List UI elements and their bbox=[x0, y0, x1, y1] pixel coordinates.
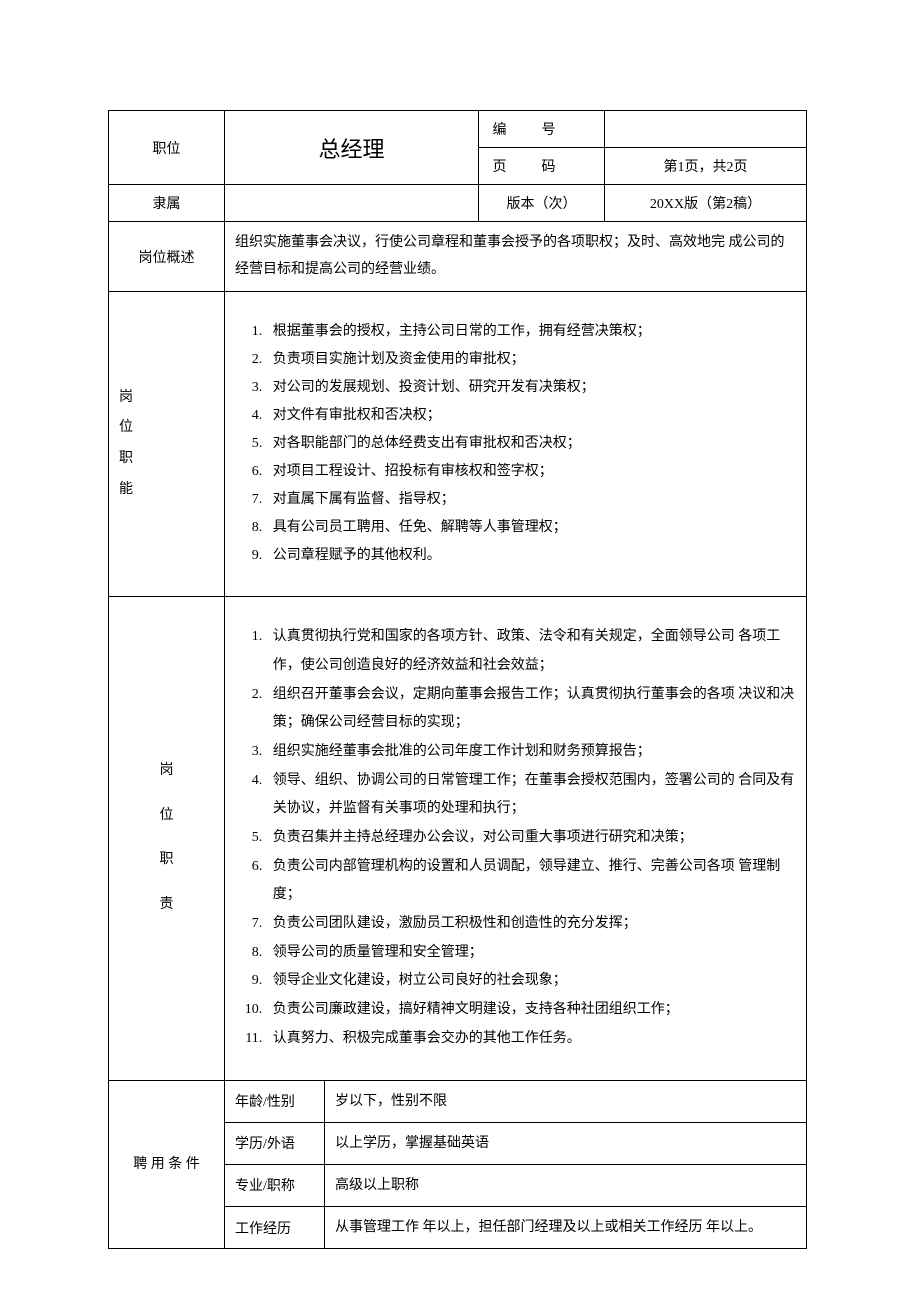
functions-list: 根据董事会的授权，主持公司日常的工作，拥有经营决策权； 负责项目实施计划及资金使… bbox=[235, 318, 796, 570]
functions-item: 对公司的发展规划、投资计划、研究开发有决策权； bbox=[266, 374, 796, 402]
header-row-position: 职位 总经理 编号 bbox=[109, 111, 807, 148]
affiliation-label: 隶属 bbox=[109, 185, 225, 222]
hiring-key-exp: 工作经历 bbox=[225, 1207, 325, 1249]
functions-item: 公司章程赋予的其他权利。 bbox=[266, 542, 796, 570]
functions-item: 对各职能部门的总体经费支出有审批权和否决权； bbox=[266, 430, 796, 458]
duties-item: 负责公司团队建设，激励员工积极性和创造性的充分发挥； bbox=[266, 910, 796, 939]
hiring-key-title: 专业/职称 bbox=[225, 1164, 325, 1206]
affiliation-value bbox=[225, 185, 479, 222]
duties-item: 认真贯彻执行党和国家的各项方针、政策、法令和有关规定，全面领导公司 各项工作，使… bbox=[266, 623, 796, 680]
hiring-val-age: 岁以下，性别不限 bbox=[325, 1080, 807, 1122]
number-value bbox=[605, 111, 807, 148]
number-label: 编号 bbox=[479, 111, 605, 148]
hiring-label: 聘 用 条 件 bbox=[109, 1080, 225, 1249]
duties-item: 认真努力、积极完成董事会交办的其他工作任务。 bbox=[266, 1025, 796, 1054]
version-label: 版本（次） bbox=[479, 185, 605, 222]
hiring-val-edu: 以上学历，掌握基础英语 bbox=[325, 1122, 807, 1164]
header-row-affiliation: 隶属 版本（次） 20XX版（第2稿） bbox=[109, 185, 807, 222]
duties-label-line: 位 bbox=[160, 808, 174, 823]
functions-content: 根据董事会的授权，主持公司日常的工作，拥有经营决策权； 负责项目实施计划及资金使… bbox=[225, 292, 807, 597]
version-value: 20XX版（第2稿） bbox=[605, 185, 807, 222]
position-label: 职位 bbox=[109, 111, 225, 185]
functions-item: 对文件有审批权和否决权； bbox=[266, 402, 796, 430]
job-description-table: 职位 总经理 编号 页码 第1页，共2页 隶属 版本（次） 20XX版（第2稿）… bbox=[108, 110, 807, 1249]
duties-content: 认真贯彻执行党和国家的各项方针、政策、法令和有关规定，全面领导公司 各项工作，使… bbox=[225, 597, 807, 1080]
functions-label-line: 能 bbox=[119, 482, 133, 497]
functions-row: 岗 位 职 能 根据董事会的授权，主持公司日常的工作，拥有经营决策权； 负责项目… bbox=[109, 292, 807, 597]
duties-item: 领导、组织、协调公司的日常管理工作；在董事会授权范围内，签署公司的 合同及有关协… bbox=[266, 767, 796, 824]
page-value: 第1页，共2页 bbox=[605, 148, 807, 185]
functions-item: 具有公司员工聘用、任免、解聘等人事管理权； bbox=[266, 514, 796, 542]
hiring-val-exp: 从事管理工作 年以上，担任部门经理及以上或相关工作经历 年以上。 bbox=[325, 1207, 807, 1249]
functions-label-line: 职 bbox=[119, 451, 133, 466]
position-title: 总经理 bbox=[225, 111, 479, 185]
page-label: 页码 bbox=[479, 148, 605, 185]
duties-list: 认真贯彻执行党和国家的各项方针、政策、法令和有关规定，全面领导公司 各项工作，使… bbox=[235, 623, 796, 1053]
functions-item: 负责项目实施计划及资金使用的审批权； bbox=[266, 346, 796, 374]
duties-label: 岗 位 职 责 bbox=[109, 597, 225, 1080]
duties-label-line: 职 bbox=[160, 852, 174, 867]
functions-label-line: 岗 bbox=[119, 390, 133, 405]
hiring-row-1: 聘 用 条 件 年龄/性别 岁以下，性别不限 bbox=[109, 1080, 807, 1122]
duties-item: 负责公司廉政建设，搞好精神文明建设，支持各种社团组织工作； bbox=[266, 996, 796, 1025]
summary-row: 岗位概述 组织实施董事会决议，行使公司章程和董事会授予的各项职权；及时、高效地完… bbox=[109, 222, 807, 292]
duties-item: 组织召开董事会会议，定期向董事会报告工作；认真贯彻执行董事会的各项 决议和决策；… bbox=[266, 681, 796, 738]
duties-item: 领导公司的质量管理和安全管理； bbox=[266, 939, 796, 968]
hiring-val-title: 高级以上职称 bbox=[325, 1164, 807, 1206]
functions-label: 岗 位 职 能 bbox=[109, 292, 225, 597]
functions-item: 对项目工程设计、招投标有审核权和签字权； bbox=[266, 458, 796, 486]
summary-text: 组织实施董事会决议，行使公司章程和董事会授予的各项职权；及时、高效地完 成公司的… bbox=[225, 222, 807, 292]
summary-label: 岗位概述 bbox=[109, 222, 225, 292]
functions-item: 根据董事会的授权，主持公司日常的工作，拥有经营决策权； bbox=[266, 318, 796, 346]
duties-item: 领导企业文化建设，树立公司良好的社会现象； bbox=[266, 967, 796, 996]
duties-row: 岗 位 职 责 认真贯彻执行党和国家的各项方针、政策、法令和有关规定，全面领导公… bbox=[109, 597, 807, 1080]
duties-item: 负责召集并主持总经理办公会议，对公司重大事项进行研究和决策； bbox=[266, 824, 796, 853]
duties-item: 组织实施经董事会批准的公司年度工作计划和财务预算报告； bbox=[266, 738, 796, 767]
duties-label-line: 岗 bbox=[160, 763, 174, 778]
duties-label-line: 责 bbox=[160, 897, 174, 912]
hiring-key-age: 年龄/性别 bbox=[225, 1080, 325, 1122]
duties-item: 负责公司内部管理机构的设置和人员调配，领导建立、推行、完善公司各项 管理制度； bbox=[266, 853, 796, 910]
functions-item: 对直属下属有监督、指导权； bbox=[266, 486, 796, 514]
hiring-key-edu: 学历/外语 bbox=[225, 1122, 325, 1164]
functions-label-line: 位 bbox=[119, 420, 133, 435]
